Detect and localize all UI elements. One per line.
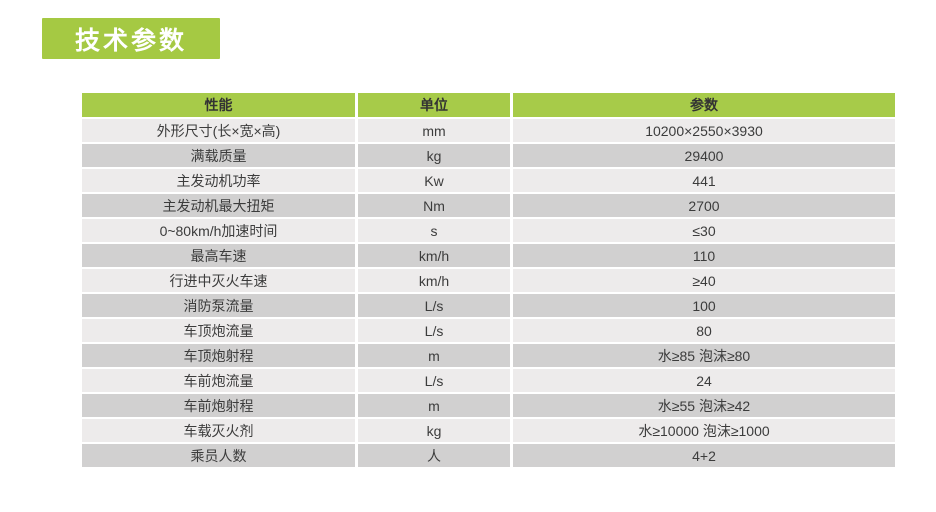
table-row: 消防泵流量 L/s 100: [82, 294, 895, 319]
spec-name-cell: 最高车速: [82, 244, 358, 269]
spec-name-cell: 车前炮射程: [82, 394, 358, 419]
spec-unit-cell: L/s: [358, 294, 513, 319]
spec-name-cell: 主发动机功率: [82, 169, 358, 194]
spec-unit-cell: kg: [358, 419, 513, 444]
spec-value-cell: 水≥10000 泡沫≥1000: [513, 419, 895, 444]
spec-value-cell: 100: [513, 294, 895, 319]
spec-name-cell: 外形尺寸(长×宽×高): [82, 119, 358, 144]
spec-name-cell: 车前炮流量: [82, 369, 358, 394]
spec-name-cell: 0~80km/h加速时间: [82, 219, 358, 244]
table-row: 主发动机最大扭矩 Nm 2700: [82, 194, 895, 219]
spec-value-cell: 水≥85 泡沫≥80: [513, 344, 895, 369]
spec-value-cell: 2700: [513, 194, 895, 219]
spec-value-cell: 10200×2550×3930: [513, 119, 895, 144]
spec-name-cell: 乘员人数: [82, 444, 358, 469]
header-cell-unit: 单位: [358, 93, 513, 119]
spec-name-cell: 车载灭火剂: [82, 419, 358, 444]
table-row: 车顶炮流量 L/s 80: [82, 319, 895, 344]
spec-value-cell: 24: [513, 369, 895, 394]
spec-value-cell: 水≥55 泡沫≥42: [513, 394, 895, 419]
header-cell-performance: 性能: [82, 93, 358, 119]
table-row: 0~80km/h加速时间 s ≤30: [82, 219, 895, 244]
spec-unit-cell: m: [358, 344, 513, 369]
spec-table-header: 性能 单位 参数: [82, 93, 895, 119]
table-row: 行进中灭火车速 km/h ≥40: [82, 269, 895, 294]
spec-name-cell: 主发动机最大扭矩: [82, 194, 358, 219]
spec-unit-cell: km/h: [358, 269, 513, 294]
header-cell-parameter: 参数: [513, 93, 895, 119]
table-row: 外形尺寸(长×宽×高) mm 10200×2550×3930: [82, 119, 895, 144]
table-row: 车前炮射程 m 水≥55 泡沫≥42: [82, 394, 895, 419]
spec-name-cell: 满载质量: [82, 144, 358, 169]
spec-unit-cell: Nm: [358, 194, 513, 219]
spec-unit-cell: s: [358, 219, 513, 244]
spec-value-cell: 29400: [513, 144, 895, 169]
spec-table-body: 外形尺寸(长×宽×高) mm 10200×2550×3930 满载质量 kg 2…: [82, 119, 895, 469]
spec-unit-cell: mm: [358, 119, 513, 144]
spec-value-cell: 4+2: [513, 444, 895, 469]
spec-value-cell: 441: [513, 169, 895, 194]
spec-value-cell: 80: [513, 319, 895, 344]
spec-unit-cell: Kw: [358, 169, 513, 194]
section-title-badge: 技术参数: [42, 18, 220, 59]
spec-unit-cell: 人: [358, 444, 513, 469]
spec-name-cell: 消防泵流量: [82, 294, 358, 319]
spec-name-cell: 行进中灭火车速: [82, 269, 358, 294]
spec-unit-cell: km/h: [358, 244, 513, 269]
header-row: 性能 单位 参数: [82, 93, 895, 119]
table-row: 车载灭火剂 kg 水≥10000 泡沫≥1000: [82, 419, 895, 444]
spec-value-cell: ≤30: [513, 219, 895, 244]
spec-value-cell: ≥40: [513, 269, 895, 294]
spec-table: 性能 单位 参数 外形尺寸(长×宽×高) mm 10200×2550×3930 …: [82, 93, 895, 469]
spec-unit-cell: L/s: [358, 319, 513, 344]
spec-unit-cell: kg: [358, 144, 513, 169]
table-row: 乘员人数 人 4+2: [82, 444, 895, 469]
spec-name-cell: 车顶炮流量: [82, 319, 358, 344]
spec-unit-cell: L/s: [358, 369, 513, 394]
table-row: 车前炮流量 L/s 24: [82, 369, 895, 394]
table-row: 车顶炮射程 m 水≥85 泡沫≥80: [82, 344, 895, 369]
table-row: 主发动机功率 Kw 441: [82, 169, 895, 194]
table-row: 最高车速 km/h 110: [82, 244, 895, 269]
spec-unit-cell: m: [358, 394, 513, 419]
table-row: 满载质量 kg 29400: [82, 144, 895, 169]
spec-name-cell: 车顶炮射程: [82, 344, 358, 369]
spec-value-cell: 110: [513, 244, 895, 269]
